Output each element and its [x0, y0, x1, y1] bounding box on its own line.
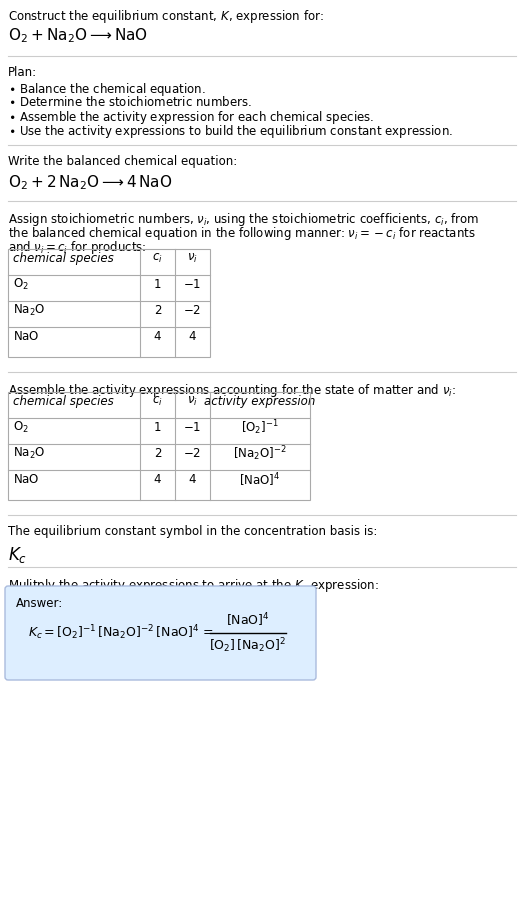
Bar [8, 249, 210, 357]
Text: $-1$: $-1$ [183, 278, 202, 291]
Text: $K_c = [\mathrm{O_2}]^{-1}\,[\mathrm{Na_2O}]^{-2}\,[\mathrm{NaO}]^{4}\, = $: $K_c = [\mathrm{O_2}]^{-1}\,[\mathrm{Na_… [28, 623, 214, 642]
Text: Mulitply the activity expressions to arrive at the $K_c$ expression:: Mulitply the activity expressions to arr… [8, 577, 379, 594]
Text: $\bullet$ Balance the chemical equation.: $\bullet$ Balance the chemical equation. [8, 81, 205, 98]
Text: $K_c$: $K_c$ [8, 545, 27, 565]
Text: $-1$: $-1$ [183, 422, 202, 434]
Text: $[\mathrm{Na_2O}]^{-2}$: $[\mathrm{Na_2O}]^{-2}$ [233, 444, 287, 463]
Text: $\nu_i$: $\nu_i$ [187, 396, 198, 408]
Text: 4: 4 [189, 473, 196, 487]
Text: the balanced chemical equation in the following manner: $\nu_i = -c_i$ for react: the balanced chemical equation in the fo… [8, 225, 476, 242]
Text: Assign stoichiometric numbers, $\nu_i$, using the stoichiometric coefficients, $: Assign stoichiometric numbers, $\nu_i$, … [8, 211, 479, 228]
Text: $[\mathrm{NaO}]^{4}$: $[\mathrm{NaO}]^{4}$ [226, 611, 270, 629]
Text: 2: 2 [154, 447, 161, 460]
Text: $c_i$: $c_i$ [152, 252, 163, 265]
Bar [8, 392, 310, 500]
Text: $[\mathrm{O_2}]\,[\mathrm{Na_2O}]^{2}$: $[\mathrm{O_2}]\,[\mathrm{Na_2O}]^{2}$ [210, 637, 287, 655]
Text: 1: 1 [154, 278, 161, 291]
Text: $\nu_i$: $\nu_i$ [187, 252, 198, 265]
Text: activity expression: activity expression [204, 396, 315, 408]
Text: $\mathrm{NaO}$: $\mathrm{NaO}$ [13, 473, 40, 487]
Text: $\mathrm{O_2 + Na_2O \longrightarrow NaO}$: $\mathrm{O_2 + Na_2O \longrightarrow NaO… [8, 26, 148, 45]
FancyBboxPatch shape [5, 586, 316, 680]
Text: $\mathrm{Na_2O}$: $\mathrm{Na_2O}$ [13, 446, 45, 461]
Text: 2: 2 [154, 305, 161, 317]
Text: $\bullet$ Use the activity expressions to build the equilibrium constant express: $\bullet$ Use the activity expressions t… [8, 123, 453, 140]
Text: $\bullet$ Determine the stoichiometric numbers.: $\bullet$ Determine the stoichiometric n… [8, 95, 252, 109]
Text: $\mathrm{NaO}$: $\mathrm{NaO}$ [13, 331, 40, 343]
Text: 4: 4 [189, 331, 196, 343]
Text: $[\mathrm{O_2}]^{-1}$: $[\mathrm{O_2}]^{-1}$ [241, 418, 279, 437]
Text: Answer:: Answer: [16, 597, 63, 610]
Text: 4: 4 [154, 473, 161, 487]
Text: $\mathrm{O_2 + 2\,Na_2O \longrightarrow 4\,NaO}$: $\mathrm{O_2 + 2\,Na_2O \longrightarrow … [8, 173, 172, 192]
Text: $c_i$: $c_i$ [152, 396, 163, 408]
Text: Construct the equilibrium constant, $K$, expression for:: Construct the equilibrium constant, $K$,… [8, 8, 324, 25]
Text: and $\nu_i = c_i$ for products:: and $\nu_i = c_i$ for products: [8, 239, 146, 256]
Text: $\mathrm{O_2}$: $\mathrm{O_2}$ [13, 420, 29, 435]
Text: chemical species: chemical species [13, 252, 114, 265]
Text: $[\mathrm{NaO}]^{4}$: $[\mathrm{NaO}]^{4}$ [239, 471, 281, 488]
Text: $\mathrm{Na_2O}$: $\mathrm{Na_2O}$ [13, 304, 45, 318]
Text: Assemble the activity expressions accounting for the state of matter and $\nu_i$: Assemble the activity expressions accoun… [8, 382, 456, 399]
Text: 1: 1 [154, 422, 161, 434]
Text: chemical species: chemical species [13, 396, 114, 408]
Text: The equilibrium constant symbol in the concentration basis is:: The equilibrium constant symbol in the c… [8, 525, 377, 538]
Text: $-2$: $-2$ [183, 447, 202, 460]
Text: $\mathrm{O_2}$: $\mathrm{O_2}$ [13, 278, 29, 292]
Text: $\bullet$ Assemble the activity expression for each chemical species.: $\bullet$ Assemble the activity expressi… [8, 109, 374, 126]
Text: Write the balanced chemical equation:: Write the balanced chemical equation: [8, 155, 237, 168]
Text: Plan:: Plan: [8, 66, 37, 79]
Text: $-2$: $-2$ [183, 305, 202, 317]
Text: 4: 4 [154, 331, 161, 343]
